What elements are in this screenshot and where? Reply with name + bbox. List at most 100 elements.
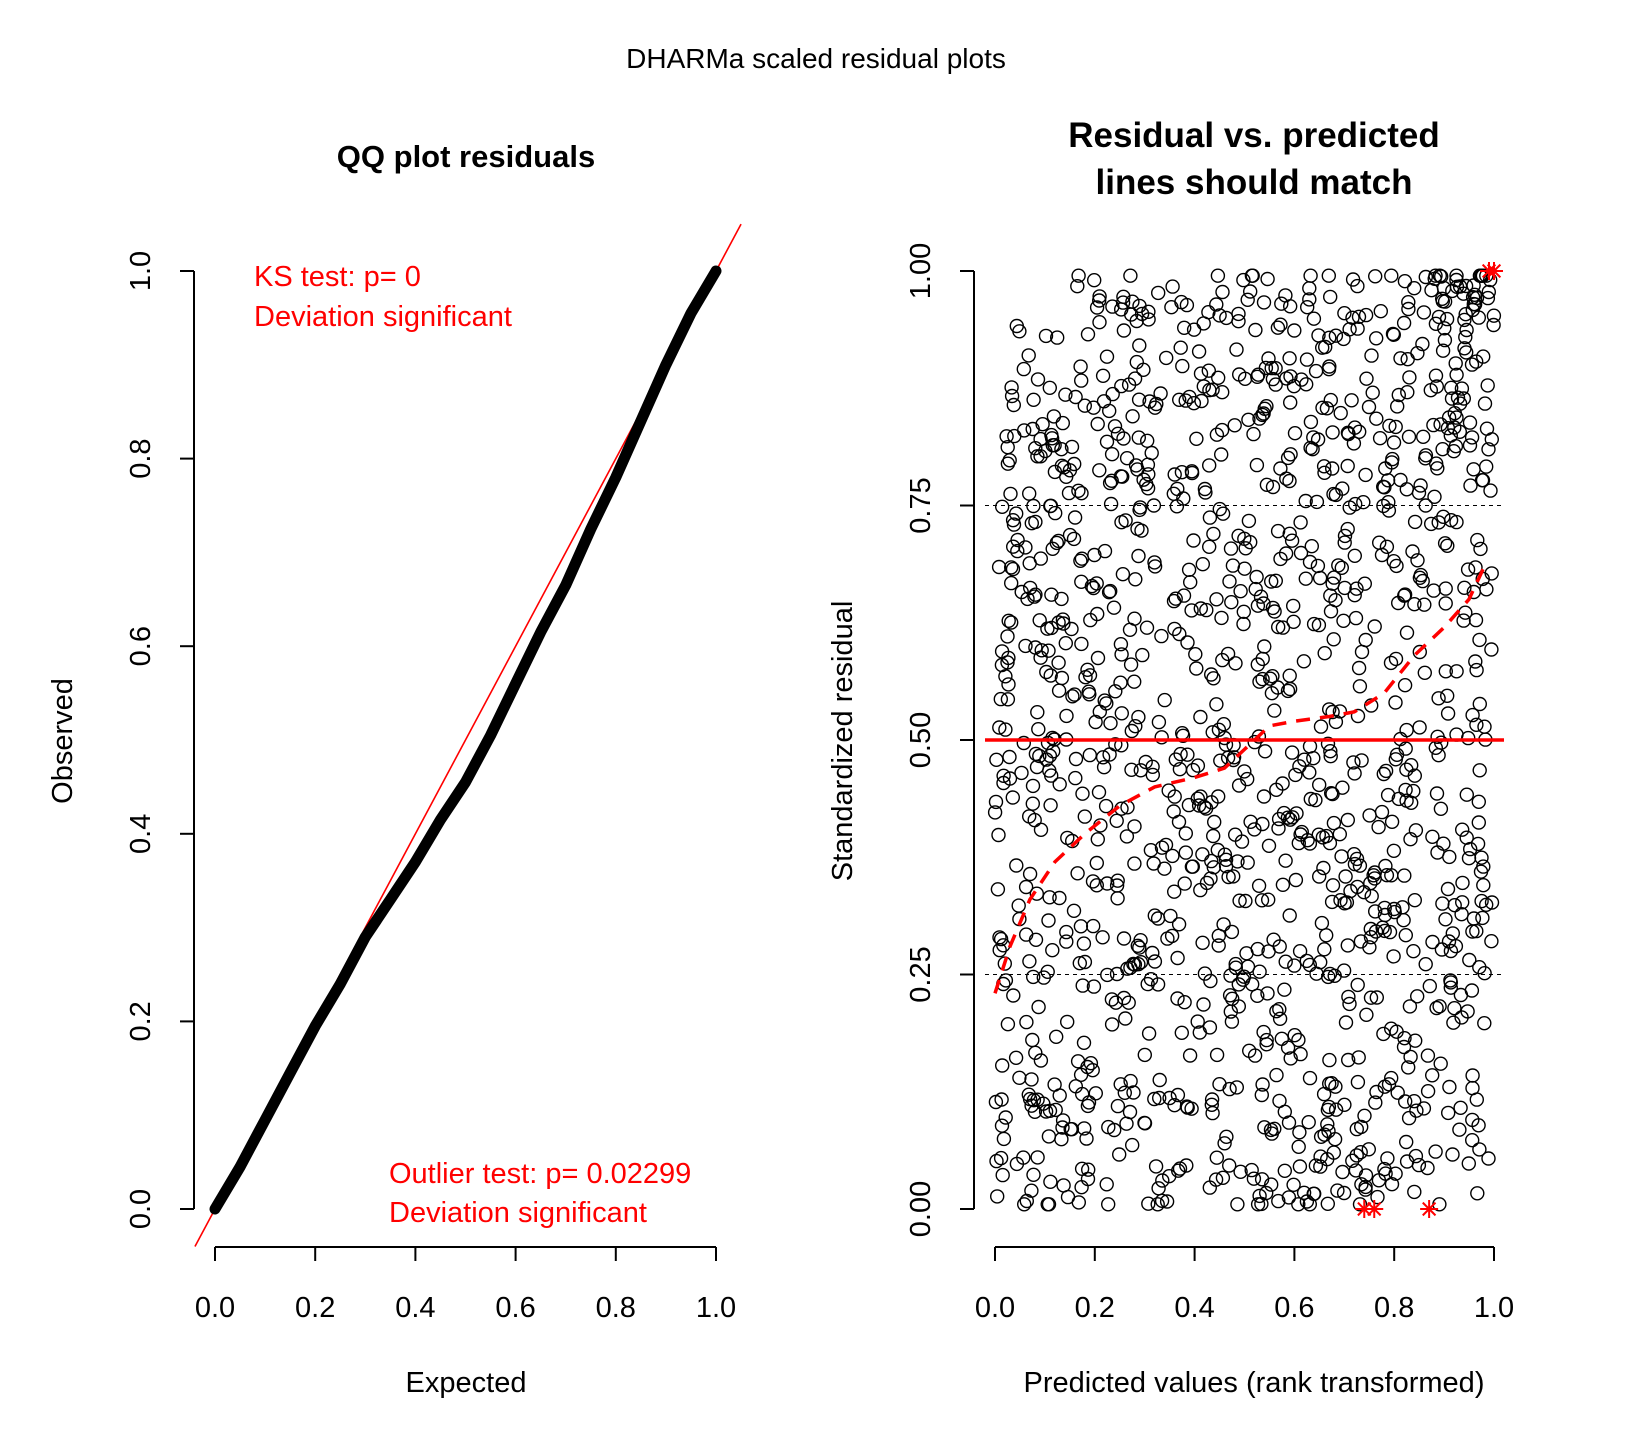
residual-point [1239, 771, 1255, 787]
residual-point [1402, 999, 1418, 1014]
residual-point [1452, 279, 1468, 294]
qq-annotation-ks: KS test: p= 0 [254, 261, 421, 293]
residual-point [1217, 847, 1233, 862]
residual-point [1313, 1149, 1328, 1164]
residual-point [1092, 463, 1107, 478]
residual-point [1259, 399, 1274, 414]
residual-point [1397, 1030, 1412, 1046]
residual-point [1336, 331, 1351, 347]
residual-point [1058, 387, 1073, 402]
residual-point [1462, 415, 1478, 430]
residual-point [1209, 1047, 1225, 1063]
residual-point [1097, 693, 1112, 708]
residual-point [1178, 845, 1194, 860]
residual-point [1287, 958, 1302, 973]
residual-point [1440, 538, 1455, 553]
residual-point [1275, 620, 1291, 635]
residual-point [1080, 662, 1095, 677]
residual-point [1376, 498, 1391, 514]
residual-point [1363, 698, 1379, 713]
residual-point [1380, 787, 1396, 803]
residual-point [1111, 1147, 1127, 1162]
residual-point [1045, 730, 1060, 746]
residual-point [1442, 849, 1457, 865]
residual-point [1024, 1098, 1039, 1113]
residual-point [1351, 660, 1367, 676]
residual-point [1038, 328, 1054, 344]
residual-point [991, 559, 1007, 575]
residual-point [1047, 505, 1063, 521]
residual-point [1363, 876, 1378, 891]
residual-point [1326, 632, 1341, 647]
residual-point [1054, 1131, 1069, 1147]
residual-point [1464, 430, 1480, 445]
residual-point [1388, 752, 1404, 767]
residual-point [1303, 268, 1318, 283]
residual-point [1367, 269, 1383, 284]
residual-point [1347, 766, 1362, 781]
residual-point [1214, 385, 1230, 400]
residual-point [1068, 770, 1083, 786]
residual-point [1316, 459, 1332, 474]
residual-point [1465, 1080, 1480, 1096]
residual-point [1222, 1081, 1237, 1097]
residual-point [1388, 651, 1404, 667]
residual-point [1409, 1103, 1424, 1118]
residual-point [1215, 284, 1230, 300]
residual-point [1252, 964, 1267, 979]
residual-point [1073, 553, 1088, 568]
residual-point [1454, 381, 1470, 396]
residual-point [1022, 866, 1038, 882]
residual-point [1464, 1132, 1480, 1148]
residual-point [1195, 557, 1211, 572]
residual-point [1133, 955, 1149, 970]
residual-point [1004, 575, 1019, 591]
residual-point [1396, 913, 1411, 928]
residual-point [1267, 703, 1282, 718]
residual-point [1304, 539, 1320, 554]
residual-point [1406, 281, 1422, 296]
residual-point [1061, 485, 1077, 501]
residual-point [1438, 596, 1453, 611]
residual-point [1331, 558, 1346, 573]
residual-point [1097, 543, 1113, 559]
residual-point [1030, 705, 1045, 720]
residual-point [993, 931, 1009, 947]
residual-point [1226, 750, 1242, 765]
residual-point [1462, 952, 1477, 968]
residual-point [1123, 268, 1138, 283]
residual-point [1110, 891, 1125, 906]
residual-point [1322, 359, 1337, 374]
residual-point [1302, 1070, 1318, 1086]
residual-point [1407, 1184, 1422, 1200]
residual-point [1230, 854, 1245, 869]
residual-point [1387, 904, 1402, 920]
residual-point [1299, 352, 1315, 367]
residual-point [1397, 587, 1413, 602]
residual-point [1346, 436, 1362, 451]
residual-point [1193, 882, 1208, 898]
residual-point [1428, 268, 1443, 283]
residual-point [998, 722, 1013, 737]
residual-point [1044, 431, 1060, 446]
residual-point [1114, 378, 1129, 394]
residual-point [1043, 768, 1059, 783]
residual-point [1268, 573, 1284, 588]
residual-point [1433, 417, 1448, 432]
residual-point [1351, 424, 1367, 439]
residual-point [1065, 689, 1080, 704]
residual-x-tick-label: 0.0 [975, 1292, 1015, 1324]
residual-point [1334, 560, 1350, 575]
residual-point [1248, 322, 1263, 338]
residual-point [1131, 392, 1147, 407]
residual-point [1145, 945, 1160, 961]
residual-point [1089, 606, 1105, 622]
residual-point [1116, 289, 1131, 304]
residual-point [1127, 371, 1143, 386]
residual-point [1424, 283, 1439, 298]
residual-point [1311, 827, 1327, 842]
residual-point [1368, 331, 1384, 346]
residual-point [1202, 510, 1218, 525]
residual-point [1410, 553, 1425, 568]
residual-point [1423, 383, 1439, 398]
